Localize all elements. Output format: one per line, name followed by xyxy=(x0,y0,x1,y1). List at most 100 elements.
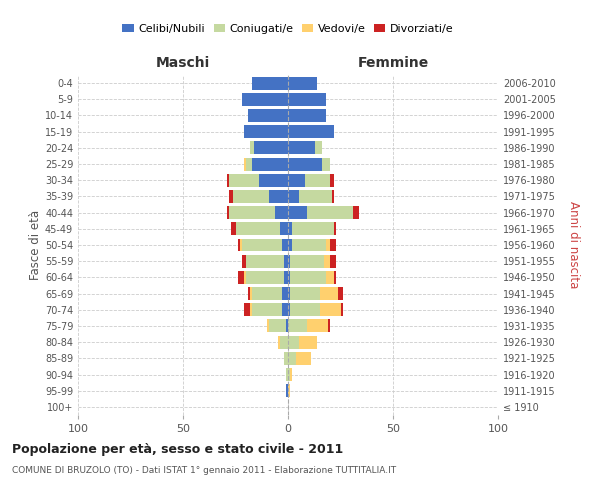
Bar xyxy=(248,109,288,122)
Bar xyxy=(233,190,269,203)
Bar xyxy=(286,384,288,397)
Bar xyxy=(288,109,326,122)
Bar xyxy=(280,336,288,348)
Bar xyxy=(288,222,292,235)
Bar xyxy=(288,254,290,268)
Bar xyxy=(353,206,359,219)
Bar xyxy=(238,271,244,284)
Bar xyxy=(227,206,229,219)
Bar xyxy=(288,174,305,186)
Bar xyxy=(246,254,284,268)
Bar xyxy=(320,287,338,300)
Bar xyxy=(250,304,252,316)
Bar xyxy=(252,158,288,170)
Bar xyxy=(299,336,317,348)
Bar xyxy=(290,287,320,300)
Bar xyxy=(320,304,341,316)
Bar xyxy=(242,254,246,268)
Bar xyxy=(324,254,330,268)
Bar xyxy=(326,271,334,284)
Bar xyxy=(242,93,288,106)
Bar xyxy=(334,271,337,284)
Bar xyxy=(292,222,334,235)
Bar xyxy=(244,158,246,170)
Bar xyxy=(332,190,334,203)
Bar xyxy=(235,222,280,235)
Bar xyxy=(277,336,280,348)
Bar xyxy=(290,271,326,284)
Bar xyxy=(290,304,320,316)
Bar xyxy=(288,320,307,332)
Bar xyxy=(244,271,246,284)
Bar xyxy=(290,254,324,268)
Bar xyxy=(267,320,269,332)
Bar xyxy=(284,254,288,268)
Bar xyxy=(288,190,299,203)
Bar xyxy=(330,238,337,252)
Bar xyxy=(286,320,288,332)
Bar xyxy=(252,76,288,90)
Bar xyxy=(286,368,288,381)
Text: Femmine: Femmine xyxy=(358,56,428,70)
Bar xyxy=(244,304,250,316)
Bar xyxy=(288,206,307,219)
Bar xyxy=(290,368,292,381)
Bar xyxy=(299,190,332,203)
Bar xyxy=(248,287,250,300)
Bar xyxy=(259,174,288,186)
Bar xyxy=(288,158,322,170)
Bar xyxy=(284,271,288,284)
Bar xyxy=(284,352,288,365)
Bar xyxy=(252,304,282,316)
Bar xyxy=(316,142,322,154)
Text: Maschi: Maschi xyxy=(156,56,210,70)
Bar xyxy=(288,368,290,381)
Y-axis label: Fasce di età: Fasce di età xyxy=(29,210,42,280)
Bar xyxy=(250,142,254,154)
Y-axis label: Anni di nascita: Anni di nascita xyxy=(567,202,580,288)
Bar xyxy=(288,352,296,365)
Bar xyxy=(307,320,328,332)
Bar xyxy=(326,238,330,252)
Bar xyxy=(282,304,288,316)
Bar xyxy=(305,174,330,186)
Text: Popolazione per età, sesso e stato civile - 2011: Popolazione per età, sesso e stato civil… xyxy=(12,442,343,456)
Bar xyxy=(288,93,326,106)
Bar xyxy=(292,238,326,252)
Bar xyxy=(338,287,343,300)
Bar xyxy=(288,76,317,90)
Bar xyxy=(322,158,330,170)
Bar xyxy=(229,174,259,186)
Bar xyxy=(246,158,252,170)
Bar xyxy=(334,222,337,235)
Bar xyxy=(244,125,288,138)
Bar xyxy=(288,271,290,284)
Bar xyxy=(341,304,343,316)
Bar xyxy=(229,206,275,219)
Bar xyxy=(242,238,282,252)
Bar xyxy=(330,254,337,268)
Bar xyxy=(232,222,235,235)
Text: COMUNE DI BRUZOLO (TO) - Dati ISTAT 1° gennaio 2011 - Elaborazione TUTTITALIA.IT: COMUNE DI BRUZOLO (TO) - Dati ISTAT 1° g… xyxy=(12,466,396,475)
Bar xyxy=(246,271,284,284)
Bar xyxy=(288,304,290,316)
Bar xyxy=(240,238,242,252)
Bar xyxy=(275,206,288,219)
Bar xyxy=(282,287,288,300)
Bar xyxy=(330,174,334,186)
Bar xyxy=(288,336,299,348)
Bar xyxy=(238,238,240,252)
Bar xyxy=(296,352,311,365)
Bar xyxy=(269,320,286,332)
Bar xyxy=(307,206,353,219)
Bar xyxy=(288,142,316,154)
Bar xyxy=(288,125,334,138)
Bar xyxy=(252,287,282,300)
Bar xyxy=(288,384,290,397)
Bar xyxy=(328,320,330,332)
Bar xyxy=(288,238,292,252)
Bar xyxy=(229,190,233,203)
Bar xyxy=(282,238,288,252)
Bar xyxy=(288,287,290,300)
Bar xyxy=(250,287,252,300)
